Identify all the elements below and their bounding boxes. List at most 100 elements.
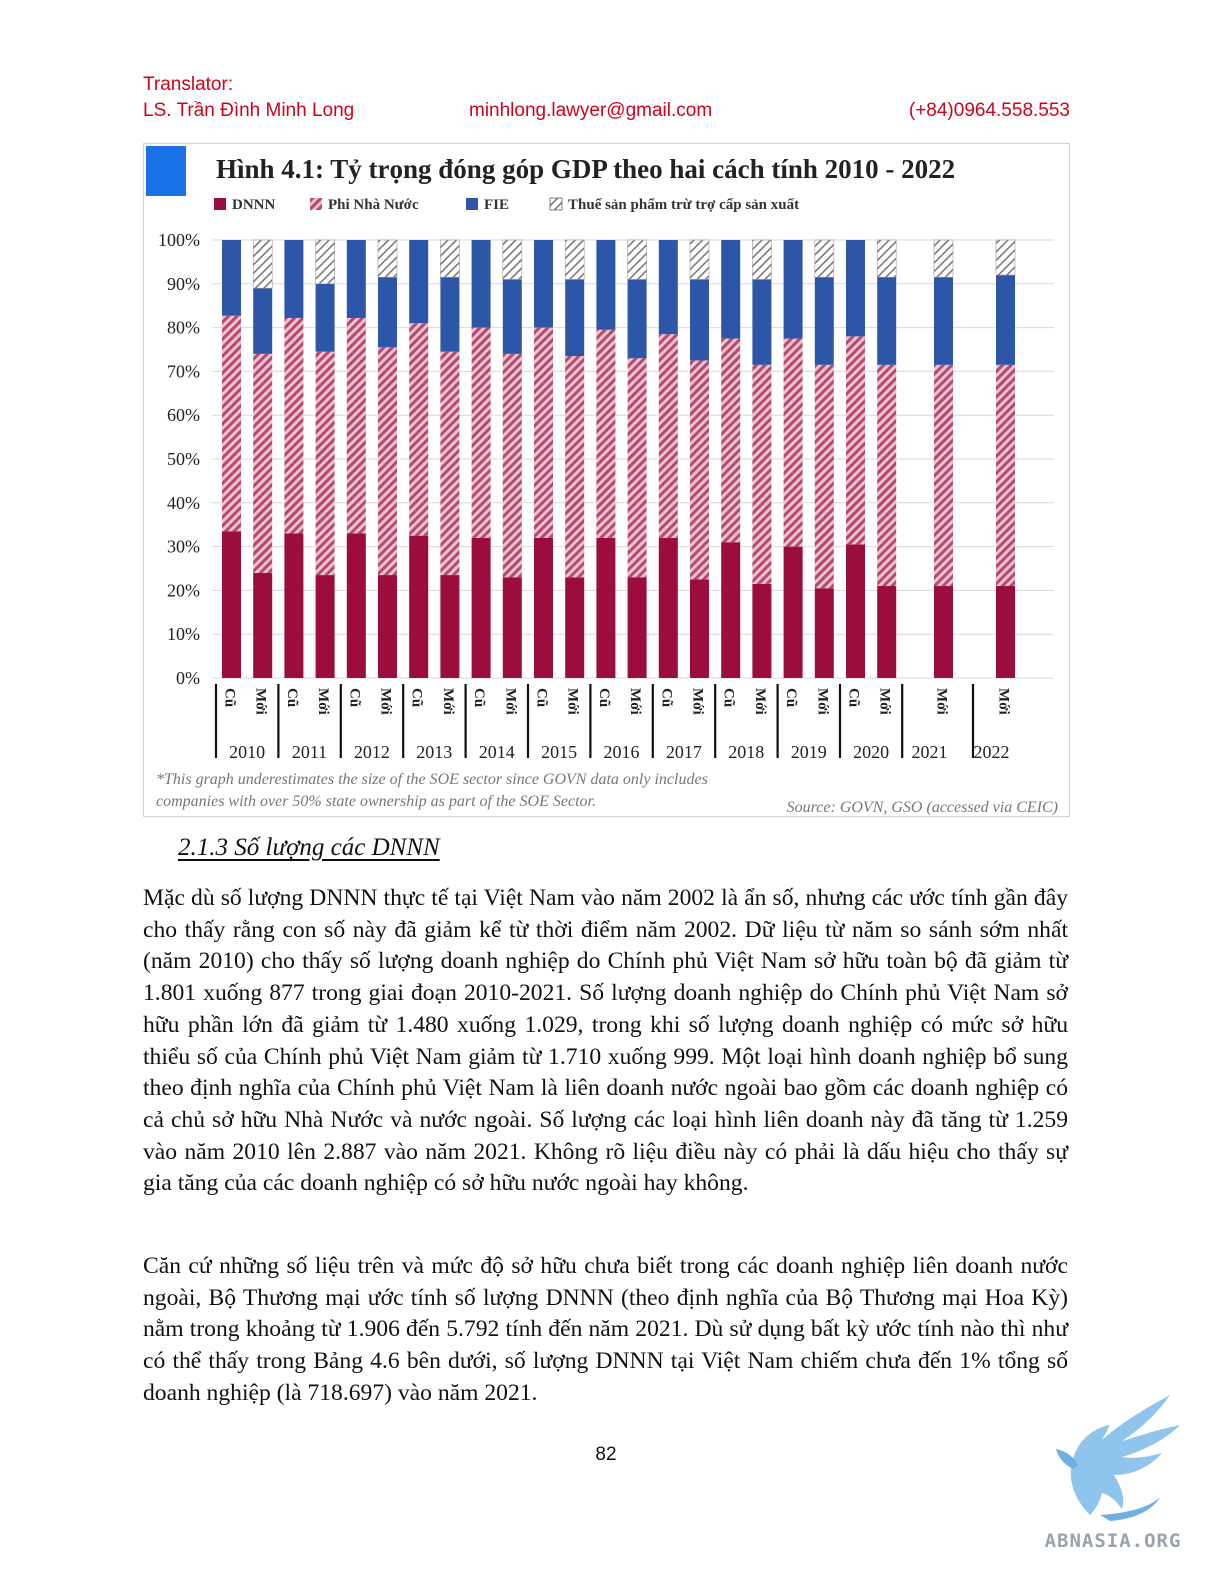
bar-segment-phi-nha-nuoc <box>534 327 553 538</box>
bar-type-label: Mới <box>378 688 394 715</box>
bar-segment-dnnn <box>783 546 803 678</box>
bar-type-label: Mới <box>877 688 893 715</box>
bar-type-label: Cũ <box>346 688 362 707</box>
bar-segment-fie <box>565 279 585 357</box>
chart-legend: DNNN Phi Nhà Nước FIE Thuế sản phẩm trừ trợ… <box>214 197 799 213</box>
bar-segment-fie <box>690 279 709 361</box>
y-tick-label: 50% <box>167 449 200 469</box>
year-label: 2019 <box>791 742 827 762</box>
bar-type-label: Cũ <box>222 688 238 707</box>
bar-type-label: Cũ <box>783 688 799 707</box>
bar-segment-dnnn <box>284 533 304 678</box>
year-label: 2021 <box>912 742 948 762</box>
legend-swatch-2 <box>466 198 478 210</box>
translator-email[interactable]: minhlong.lawyer@gmail.com <box>469 100 713 121</box>
bar-segment-thue <box>689 239 710 280</box>
year-label: 2012 <box>354 742 390 762</box>
bar-segment-phi-nha-nuoc <box>315 351 335 576</box>
bar-type-label: Cũ <box>534 688 550 707</box>
bar-segment-dnnn <box>315 575 335 678</box>
bar-type-label: Mới <box>752 688 768 715</box>
legend-label-0: DNNN <box>232 197 275 213</box>
chart-x-labels: Cũ Mới Cũ Mới Cũ Mới Cũ Mới Cũ Mới Cũ Mới Cũ Mới Cũ Mới… <box>214 684 1012 762</box>
year-label: 2018 <box>728 742 764 762</box>
year-label: 2016 <box>604 742 640 762</box>
bar-segment-dnnn <box>440 575 460 678</box>
bar-segment-fie <box>534 240 553 328</box>
year-label: 2011 <box>292 742 327 762</box>
bar-segment-fie <box>846 240 865 337</box>
bar-segment-phi-nha-nuoc <box>440 351 460 576</box>
chart-title: Hình 4.1: Tỷ trọng đóng góp GDP theo hai… <box>216 154 955 184</box>
bar-segment-dnnn <box>877 586 897 678</box>
bar-segment-fie <box>627 279 647 359</box>
bar-type-label: Mới <box>502 688 518 715</box>
y-tick-label: 20% <box>167 580 200 600</box>
year-label: 2020 <box>853 742 889 762</box>
bar-segment-dnnn <box>222 531 241 678</box>
bar-segment-dnnn <box>934 586 953 678</box>
legend-label-2: FIE <box>484 197 509 213</box>
y-tick-label: 40% <box>167 493 200 513</box>
chart-footnote-line-1: *This graph underestimates the size of t… <box>156 771 708 788</box>
bar-segment-thue <box>252 239 273 289</box>
year-label: 2010 <box>229 742 265 762</box>
chart-bars <box>222 239 1016 678</box>
eagle-logo-icon <box>1056 1395 1180 1521</box>
bar-type-label: Mới <box>315 688 331 715</box>
bar-segment-thue <box>995 239 1016 276</box>
bar-type-label: Cũ <box>471 688 487 707</box>
y-tick-label: 80% <box>167 318 200 338</box>
legend-label-1: Phi Nhà Nước <box>328 197 419 213</box>
bar-segment-phi-nha-nuoc <box>814 364 834 589</box>
bar-segment-fie <box>440 277 460 352</box>
bar-segment-fie <box>378 277 397 348</box>
bar-type-label: Mới <box>627 688 643 715</box>
y-tick-label: 60% <box>167 405 200 425</box>
translator-phone: (+84)0964.558.553 <box>908 100 1070 121</box>
y-tick-label: 90% <box>167 274 200 294</box>
legend-swatch-1 <box>310 198 322 210</box>
bar-segment-phi-nha-nuoc <box>222 315 241 532</box>
bar-segment-phi-nha-nuoc <box>284 317 304 534</box>
bar-segment-phi-nha-nuoc <box>783 338 803 547</box>
bar-type-label: Cũ <box>284 688 300 707</box>
bar-segment-fie <box>253 288 273 354</box>
paragraph-1: Mặc dù số lượng DNNN thực tế tại Việt Na… <box>143 885 1068 1197</box>
bar-segment-fie <box>596 240 616 330</box>
y-tick-label: 10% <box>167 624 200 644</box>
bar-segment-phi-nha-nuoc <box>565 356 585 578</box>
bar-segment-fie <box>877 277 897 365</box>
logo-text: ABNASIA.ORG <box>1044 1530 1182 1552</box>
bar-type-label: Cũ <box>721 688 737 707</box>
bar-segment-dnnn <box>596 537 616 678</box>
chart-y-ticks: 100% 90% 80% 70% 60% 50% 40% 30% 20% 10% 0% <box>158 230 200 688</box>
bar-segment-fie <box>814 277 834 365</box>
bar-segment-dnnn <box>627 577 647 678</box>
bar-segment-fie <box>752 279 772 365</box>
year-label: 2017 <box>666 742 702 762</box>
bar-segment-thue <box>440 239 460 278</box>
gdp-chart: Hình 4.1: Tỷ trọng đóng góp GDP theo hai… <box>146 146 1058 816</box>
bar-segment-thue <box>564 239 585 280</box>
bar-segment-dnnn <box>378 575 397 678</box>
year-label: 2015 <box>541 742 577 762</box>
bar-segment-dnnn <box>502 577 522 678</box>
bar-segment-phi-nha-nuoc <box>721 338 741 543</box>
bar-segment-fie <box>346 240 366 318</box>
gdp-chart-figure: Hình 4.1: Tỷ trọng đóng góp GDP theo hai… <box>143 143 1070 817</box>
bar-segment-phi-nha-nuoc <box>378 347 397 576</box>
bar-segment-thue <box>377 239 398 278</box>
bar-segment-dnnn <box>253 572 273 678</box>
bar-segment-thue <box>627 239 647 280</box>
bar-segment-phi-nha-nuoc <box>996 364 1015 587</box>
legend-label-3: Thuế sản phẩm trừ trợ cấp sản xuất <box>568 197 799 213</box>
bar-segment-fie <box>409 240 429 324</box>
bar-segment-dnnn <box>409 535 429 678</box>
bar-segment-fie <box>658 240 678 335</box>
bar-segment-phi-nha-nuoc <box>502 353 522 578</box>
bar-segment-fie <box>315 283 335 352</box>
bar-type-label: Mới <box>565 688 581 715</box>
bar-segment-dnnn <box>346 533 366 678</box>
year-label: 2022 <box>974 742 1010 762</box>
